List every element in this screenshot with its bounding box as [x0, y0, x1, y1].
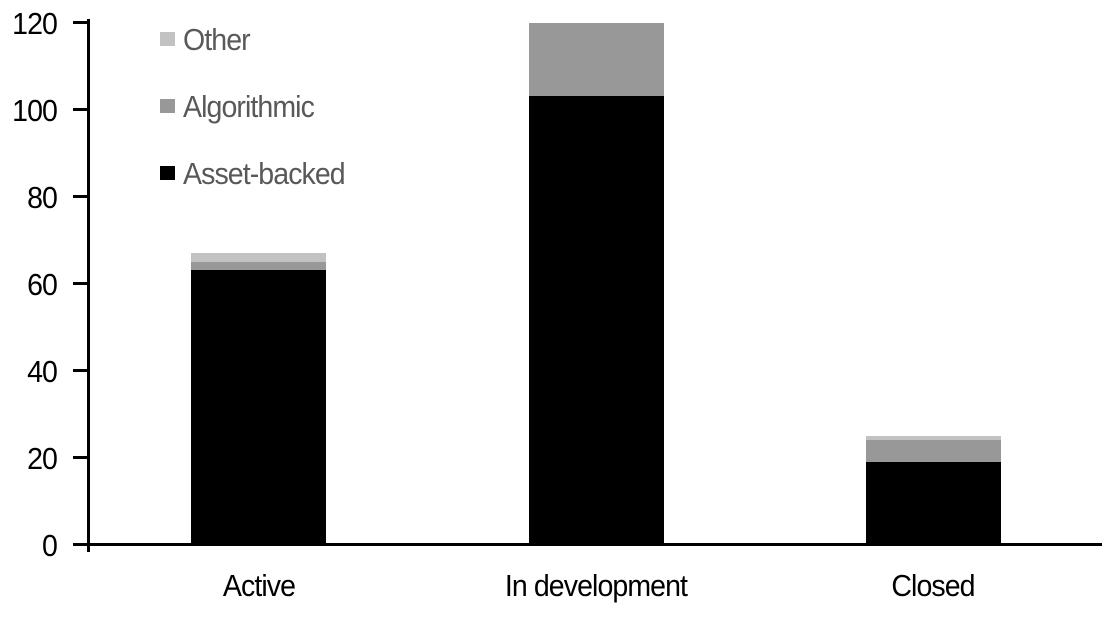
y-tick-mark	[73, 282, 87, 285]
y-tick-label: 20	[27, 440, 58, 476]
legend-label: Other	[183, 21, 251, 57]
legend-item-asset-backed: Asset-backed	[160, 155, 359, 191]
legend: Other Algorithmic Asset-backed	[160, 24, 359, 225]
legend-label: Asset-backed	[183, 155, 346, 191]
legend-item-other: Other	[160, 21, 359, 57]
x-category-label-closed: Closed	[891, 568, 976, 603]
y-tick-label: 60	[27, 266, 58, 302]
y-tick-mark	[73, 456, 87, 459]
bar-segment-asset-backed-in-development	[528, 96, 664, 545]
y-tick-label: 120	[12, 5, 58, 41]
y-tick-mark	[73, 195, 87, 198]
y-tick-mark	[73, 369, 87, 372]
x-category-label-in-development: In development	[504, 568, 688, 603]
bar-segment-algorithmic-in-development	[528, 22, 664, 97]
y-axis-line	[87, 18, 90, 552]
x-axis-line	[73, 543, 1102, 546]
y-tick-mark	[73, 21, 87, 24]
y-tick-label: 80	[27, 179, 58, 215]
legend-swatch-algorithmic	[160, 99, 175, 113]
y-tick-label: 0	[42, 527, 58, 563]
y-tick-mark	[73, 543, 87, 546]
legend-swatch-other	[160, 32, 175, 46]
y-tick-label: 40	[27, 353, 58, 389]
bar-segment-asset-backed-closed	[865, 461, 1001, 545]
bar-segment-algorithmic-closed	[865, 440, 1001, 462]
legend-item-algorithmic: Algorithmic	[160, 88, 359, 124]
y-tick-label: 100	[12, 92, 58, 128]
x-category-label-active: Active	[222, 568, 296, 603]
legend-label: Algorithmic	[183, 88, 315, 124]
bar-segment-algorithmic-active	[191, 261, 327, 271]
bar-segment-asset-backed-active	[191, 270, 327, 545]
legend-swatch-asset-backed	[160, 166, 175, 180]
bar-segment-other-active	[191, 253, 327, 262]
y-tick-mark	[73, 108, 87, 111]
bar-segment-other-closed	[865, 435, 1001, 441]
